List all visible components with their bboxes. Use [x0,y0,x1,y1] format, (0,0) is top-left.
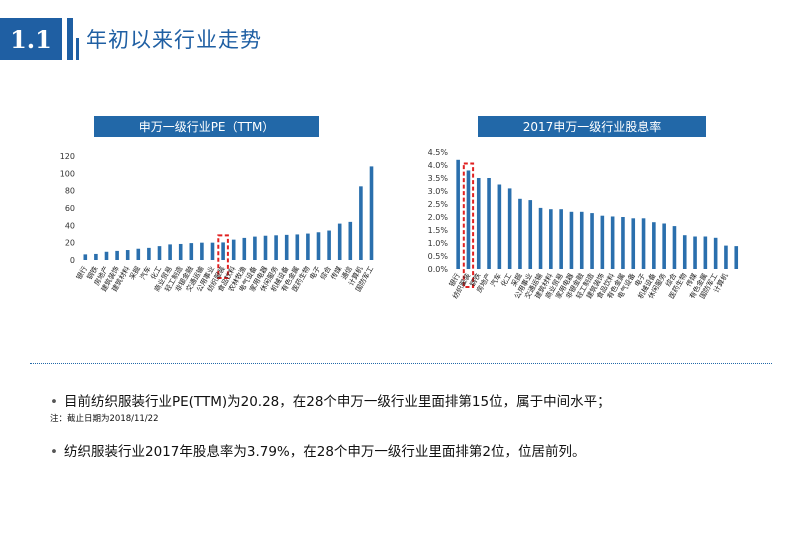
y-tick-label: 3.0% [428,187,449,196]
bar [253,236,257,260]
title-decoration-bar [67,18,73,60]
bar [662,223,666,269]
y-tick-label: 1.0% [428,239,449,248]
bar [476,178,481,269]
dotted-separator [30,363,772,364]
pe-chart-title: 申万一级行业PE（TTM） [94,116,319,137]
y-tick-label: 20 [65,239,75,248]
title-decoration-bar-small [76,38,79,60]
y-tick-label: 80 [65,187,75,196]
bar [672,226,677,269]
bullet-marker: • [50,444,58,460]
y-tick-label: 0.0% [428,265,449,274]
bar [369,166,374,260]
bar [549,209,553,269]
bar [359,186,363,260]
y-tick-label: 60 [65,204,75,213]
bar [306,233,310,260]
bar [497,184,502,269]
bar [94,253,98,260]
bar [734,246,739,269]
bar [621,217,625,269]
date-note: 注：截止日期为2018/11/22 [50,414,159,424]
bar [125,250,130,260]
bar [316,232,321,260]
page-title: 年初以来行业走势 [86,28,262,52]
pe-bar-chart: 020406080100120银行钢铁房地产建筑装饰建筑材料采掘汽车化工商业贸易… [60,152,376,293]
bar [518,198,522,269]
bar [115,250,119,260]
bar [713,237,718,269]
bar [83,254,88,260]
bar [348,221,353,260]
section-number-badge: 1.1 [0,18,62,60]
bar [590,213,594,269]
bar [466,170,471,269]
bar [168,244,172,260]
bar [600,215,605,269]
bar [724,245,728,269]
bar [487,178,491,269]
bar [147,247,151,260]
bar [231,239,236,260]
dividend-bar-chart: 0.0% 0.5% 1.0% 1.5% 2.0% 2.5% 3.0% 3.5% 4.0% 4.5%… [428,148,739,300]
bar [200,242,204,260]
bar [263,235,268,260]
bar [528,200,533,269]
bar [242,237,247,260]
y-tick-label: 1.5% [428,226,449,235]
bar [569,211,574,269]
bar [538,207,543,269]
dividend-chart-title: 2017申万一级行业股息率 [478,116,706,137]
bar [682,235,687,269]
bar [337,223,342,260]
y-tick-label: 0.5% [428,252,449,261]
y-tick-label: 3.5% [428,174,449,183]
bar [157,246,162,260]
bar [210,242,215,260]
y-tick-label: 2.0% [428,213,449,222]
y-tick-label: 2.5% [428,200,449,209]
bullet-text-pe: 目前纺织服装行业PE(TTM)为20.28，在28个申万一级行业里面排第15位，… [64,394,611,410]
bar [693,236,697,269]
bar [327,230,331,260]
bar [456,159,460,269]
bar [631,218,636,269]
bar [652,222,656,269]
bar [610,216,615,269]
bar [104,251,109,260]
bar [189,243,194,260]
y-tick-label: 0 [70,256,75,265]
bar [274,235,278,260]
y-tick-label: 4.0% [428,161,449,170]
bar [136,248,141,260]
y-tick-label: 100 [60,169,75,178]
bar [221,242,225,260]
bar [284,234,289,260]
y-tick-label: 40 [65,221,75,230]
bar [178,243,183,260]
bullet-pe: • 目前纺织服装行业PE(TTM)为20.28，在28个申万一级行业里面排第15位… [50,390,611,410]
highlight-box [462,162,475,289]
y-tick-label: 4.5% [428,148,449,157]
bar [703,236,708,269]
bar [295,234,300,260]
bar [559,209,563,269]
bullet-marker: • [50,394,58,410]
y-tick-label: 120 [60,152,75,161]
bullet-text-dividend: 纺织服装行业2017年股息率为3.79%，在28个申万一级行业里面排第2位，位居… [64,444,586,460]
bullet-dividend: • 纺织服装行业2017年股息率为3.79%，在28个申万一级行业里面排第2位，位… [50,440,586,460]
bar [579,211,584,269]
bar [641,218,646,269]
bar [507,188,512,269]
